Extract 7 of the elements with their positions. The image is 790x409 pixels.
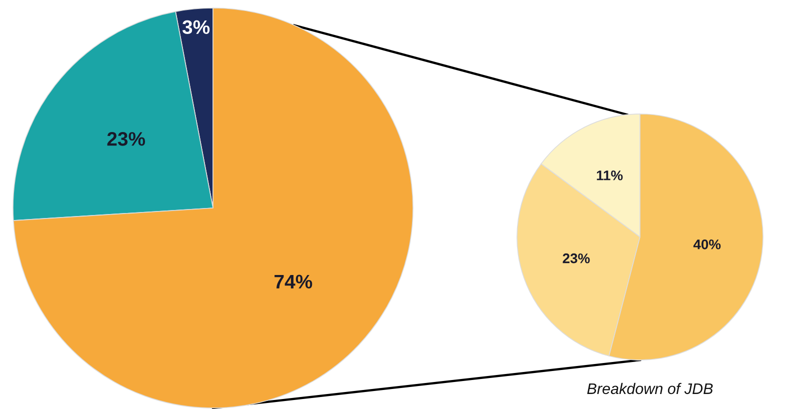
data-label: 23% — [562, 253, 590, 264]
data-label: 40% — [693, 239, 721, 250]
data-label: 3% — [182, 20, 210, 34]
data-label: 11% — [596, 170, 623, 180]
data-label: 74% — [274, 274, 312, 288]
text: Breakdown of JDB — [587, 382, 713, 394]
data-label: 23% — [107, 132, 146, 146]
